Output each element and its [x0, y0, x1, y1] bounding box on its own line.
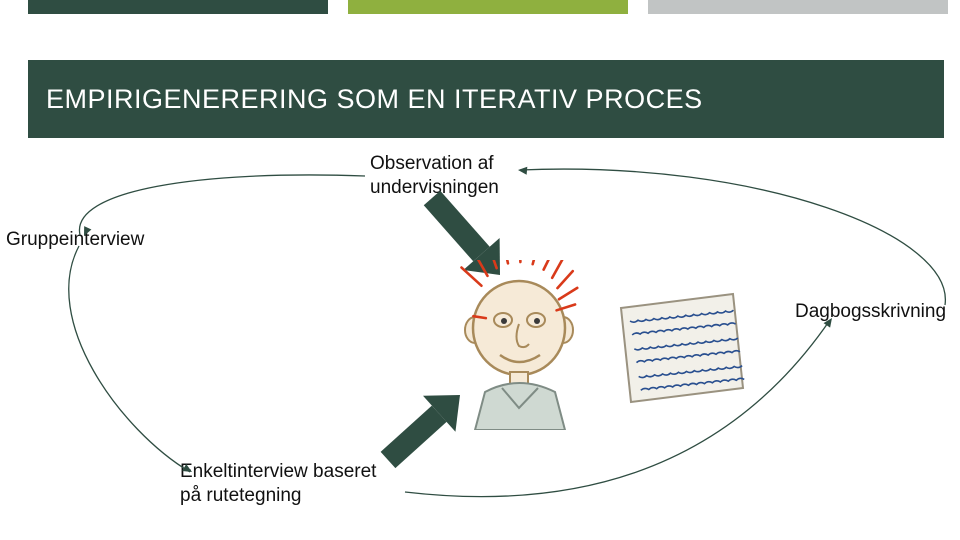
cycle-arrowhead [182, 464, 194, 475]
person-drawing [440, 260, 600, 430]
cycle-arrowhead [80, 226, 91, 238]
cycle-curve [69, 246, 190, 472]
cycle-curve [79, 175, 365, 235]
cycle-arrowhead [518, 166, 528, 175]
paper-drawing [615, 290, 745, 405]
slide-root: EMPIRIGENERERING SOM EN ITERATIV PROCES … [0, 0, 960, 540]
